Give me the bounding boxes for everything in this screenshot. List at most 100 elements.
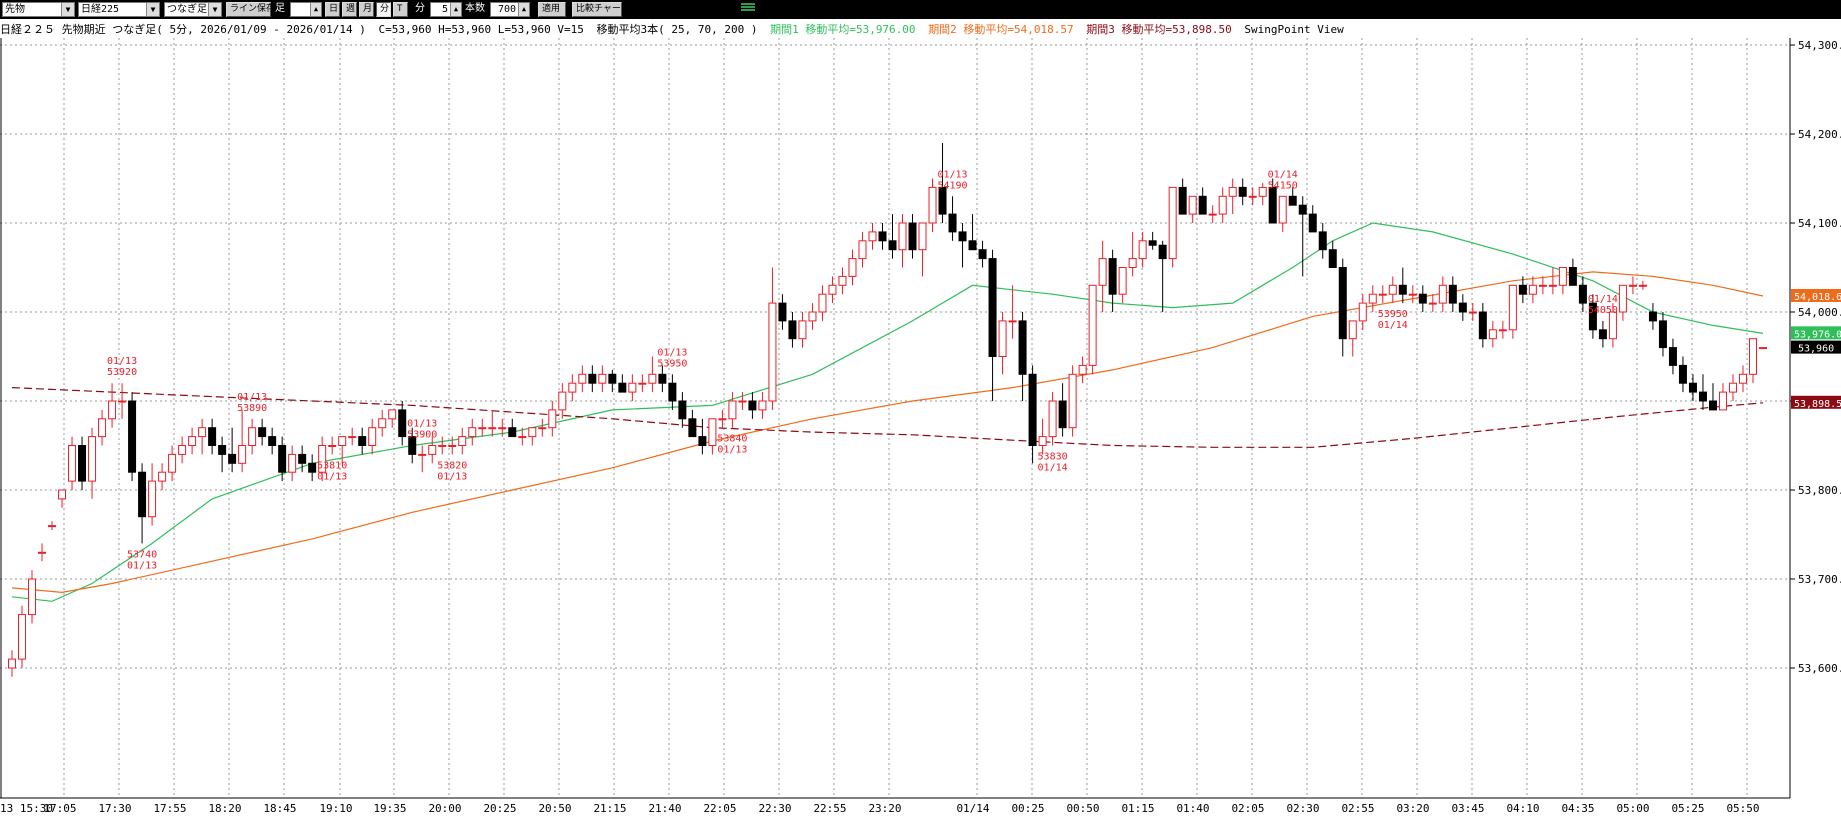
candle <box>1268 178 1277 224</box>
candle-body <box>1048 400 1057 438</box>
contract-select[interactable]: つなぎ足 ▼ <box>164 2 222 17</box>
candle <box>58 489 67 508</box>
candle <box>8 650 16 677</box>
swing-point-price: 53840 <box>717 434 747 445</box>
candle-body <box>1688 382 1697 393</box>
candle-body <box>928 186 937 224</box>
candle <box>1738 365 1747 393</box>
candle <box>1568 258 1577 286</box>
ma-line-2 <box>11 271 1764 594</box>
candle-body <box>1288 195 1297 206</box>
candle-body <box>1478 311 1487 340</box>
candlestick-chart[interactable]: 53,600.053,700.053,800.053,900.054,000.0… <box>0 38 1841 819</box>
x-tick-label: 17:30 <box>98 802 131 815</box>
symbol-select-value: 日経225 <box>81 4 120 15</box>
candle-body <box>638 382 647 385</box>
minute-input[interactable]: 5 ▲ <box>430 2 462 17</box>
candle-body <box>158 471 167 482</box>
candle-body <box>1088 284 1097 366</box>
candle <box>1198 187 1207 215</box>
candle-body <box>1348 320 1357 340</box>
apply-button[interactable]: 適用 <box>538 2 566 17</box>
candle-body <box>88 436 97 482</box>
candle-body <box>608 373 617 384</box>
candle-body <box>478 427 487 430</box>
candle <box>308 454 317 482</box>
candle <box>538 418 547 437</box>
ma-line-1 <box>11 222 1764 602</box>
candle-body <box>1058 400 1067 429</box>
candle <box>678 392 687 428</box>
candle <box>948 196 957 241</box>
ma-value-label: 53,976.0 <box>1794 329 1841 340</box>
candle <box>1668 338 1677 375</box>
save-lines-button[interactable]: ライン保存 <box>226 2 275 17</box>
compare-chart-button[interactable]: 比較チャート <box>572 2 630 17</box>
x-tick-label: 00:50 <box>1066 802 1099 815</box>
candle <box>1378 285 1387 304</box>
candle <box>778 294 787 330</box>
candle-body <box>38 551 47 554</box>
tick-button[interactable]: T <box>393 2 408 17</box>
month-button[interactable]: 月 <box>359 2 374 17</box>
swing-point-price: 53950 <box>657 358 687 369</box>
swing-point-date: 01/13 <box>107 356 137 367</box>
lines-menu-icon[interactable] <box>741 3 755 15</box>
minute-button[interactable]: 分 <box>376 2 391 17</box>
candle-body <box>1278 195 1287 224</box>
candle <box>368 418 377 455</box>
candle-body <box>808 311 817 322</box>
x-tick-label: 23:20 <box>868 802 901 815</box>
period-input[interactable]: ▲ <box>290 2 322 17</box>
ma-header: 移動平均3本( 25, 70, 200 ) <box>596 23 758 36</box>
candle-body <box>308 462 317 473</box>
candle-body <box>548 409 557 429</box>
candle <box>18 605 27 668</box>
ma2-readout: 期間2 移動平均=54,018.57 <box>928 23 1074 36</box>
candle-body <box>1388 284 1397 295</box>
day-button[interactable]: 日 <box>325 2 340 17</box>
candle <box>288 445 297 482</box>
candle-body <box>1228 186 1237 197</box>
candle <box>388 409 397 428</box>
symbol-select[interactable]: 日経225 ▼ <box>78 2 160 17</box>
count-input[interactable]: 700 ▲ <box>490 2 530 17</box>
candle-body <box>1658 320 1667 349</box>
candle-body <box>198 427 207 438</box>
candle-body <box>768 302 777 402</box>
candle-body <box>1728 382 1737 393</box>
candle-body <box>708 418 717 446</box>
candle-body <box>1628 284 1637 287</box>
candle <box>528 427 537 446</box>
candle-body <box>788 320 797 340</box>
candle-body <box>1738 373 1747 384</box>
candle <box>1708 383 1717 411</box>
candle <box>1128 231 1137 277</box>
candle-body <box>968 240 977 251</box>
candle-body <box>658 373 667 384</box>
candle <box>688 409 697 438</box>
candle-body <box>818 293 827 313</box>
candle-body <box>318 445 327 473</box>
swing-point-date: 01/13 <box>937 169 967 180</box>
candle-body <box>918 222 927 251</box>
candle <box>1448 276 1457 312</box>
y-tick-label: 53,700.0 <box>1798 573 1841 586</box>
market-select[interactable]: 先物 ▼ <box>2 2 75 17</box>
candle-body <box>1198 195 1207 215</box>
candle <box>818 285 827 321</box>
candle <box>248 418 257 455</box>
candle <box>158 463 167 490</box>
x-tick-label: 03:45 <box>1451 802 1484 815</box>
candle <box>1588 294 1597 339</box>
x-tick-label: 19:35 <box>373 802 406 815</box>
candle-body <box>1408 293 1417 296</box>
swing-point-price: 53820 <box>437 460 467 471</box>
candle-body <box>418 453 427 456</box>
candle <box>1008 285 1017 339</box>
candle <box>828 276 837 304</box>
candle-body <box>1588 302 1597 331</box>
candle-body <box>1518 284 1527 295</box>
candle <box>428 436 437 464</box>
week-button[interactable]: 週 <box>342 2 357 17</box>
